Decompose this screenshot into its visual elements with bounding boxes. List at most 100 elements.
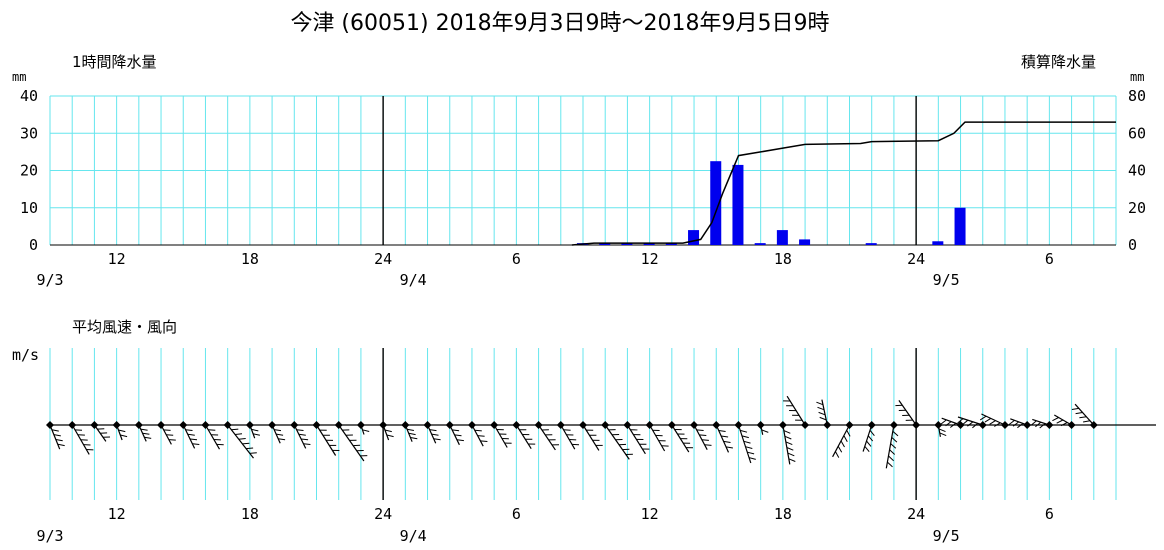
wind-barb bbox=[1008, 418, 1032, 429]
wind-station-marker bbox=[334, 421, 343, 429]
rain-ytick: 0 bbox=[29, 236, 38, 254]
wind-barb bbox=[401, 421, 418, 442]
wind-barb-feather bbox=[745, 446, 753, 449]
wind-barb-shaft bbox=[885, 424, 895, 469]
rain-bar bbox=[710, 161, 722, 245]
wind-barb bbox=[157, 421, 176, 445]
wind-barb-shaft bbox=[821, 399, 828, 426]
wind-barb-feather bbox=[246, 447, 254, 450]
wind-barb-feather bbox=[837, 445, 843, 453]
wind-station-marker bbox=[245, 421, 254, 429]
wind-barb bbox=[1071, 403, 1098, 429]
wind-station-marker bbox=[467, 421, 476, 429]
wind-station-marker bbox=[1000, 421, 1009, 429]
wind-barb-feather bbox=[278, 438, 286, 441]
wind-barb-feather bbox=[699, 434, 707, 436]
wind-barb bbox=[885, 421, 899, 469]
wind-barb-feather bbox=[57, 443, 65, 447]
wind-barb-feather bbox=[384, 429, 392, 433]
rain-bars bbox=[571, 121, 1116, 246]
wind-barb bbox=[783, 395, 810, 429]
rain-xtick: 6 bbox=[1045, 250, 1054, 268]
wind-station-marker bbox=[1067, 421, 1076, 429]
wind-barb-feather bbox=[120, 434, 128, 438]
wind-barb-feather bbox=[817, 406, 825, 411]
rain-xtick: 24 bbox=[374, 250, 392, 268]
wind-barbs bbox=[46, 395, 1098, 469]
wind-barb bbox=[579, 421, 603, 451]
wind-barb-feather bbox=[938, 428, 946, 433]
wind-barb-feather bbox=[1075, 412, 1083, 415]
wind-barb bbox=[556, 421, 580, 450]
wind-barb-feather bbox=[994, 422, 1001, 427]
wind-barb-feather bbox=[701, 439, 709, 441]
wind-barb bbox=[356, 421, 370, 435]
wind-station-marker bbox=[756, 421, 765, 429]
wind-barb-feather bbox=[303, 443, 311, 445]
wind-barb bbox=[490, 421, 512, 448]
wind-barb-feather bbox=[454, 434, 462, 437]
wind-barb-feather bbox=[1060, 422, 1068, 427]
wind-station-marker bbox=[534, 421, 543, 429]
rain-bar bbox=[732, 164, 744, 245]
wind-station-marker bbox=[845, 421, 854, 429]
wind-barb-feather bbox=[251, 428, 259, 432]
wind-barb-feather bbox=[866, 440, 872, 447]
wind-barb-feather bbox=[235, 433, 243, 435]
wind-barb-feather bbox=[840, 440, 845, 448]
wind-panel: 平均風速・風向 m/s 12 18 24 6 12 18 24 6 9/3 9/4 9/5 bbox=[12, 318, 1156, 545]
rain-ytick: 40 bbox=[20, 87, 38, 105]
rain-ytick: 20 bbox=[20, 162, 38, 180]
wind-barb bbox=[667, 421, 694, 453]
rain-date: 9/3 bbox=[36, 271, 63, 289]
wind-barb-shaft bbox=[862, 424, 873, 452]
wind-barb-feather bbox=[869, 429, 875, 437]
wind-barb-feather bbox=[939, 432, 947, 437]
wind-barb-shaft bbox=[582, 424, 600, 451]
wind-barb bbox=[334, 421, 368, 462]
wind-barb-feather bbox=[480, 440, 488, 442]
wind-station-marker bbox=[690, 421, 699, 429]
wind-station-marker bbox=[956, 421, 965, 429]
wind-barb-feather bbox=[890, 443, 897, 449]
wind-barb-feather bbox=[301, 438, 309, 441]
wind-barb-shaft bbox=[981, 413, 1006, 426]
wind-barb-shaft bbox=[898, 400, 917, 426]
wind-ticks: 12 18 24 6 12 18 24 6 9/3 9/4 9/5 bbox=[36, 505, 1053, 545]
wind-barb-shaft bbox=[604, 424, 630, 460]
rain-xtick: 18 bbox=[241, 250, 259, 268]
wind-station-marker bbox=[268, 421, 277, 429]
wind-barb-feather bbox=[431, 433, 439, 436]
wind-barb bbox=[534, 421, 560, 451]
wind-station-marker bbox=[157, 421, 166, 429]
wind-barb-feather bbox=[192, 443, 200, 445]
rain-bar bbox=[799, 239, 811, 245]
wind-unit: m/s bbox=[12, 346, 39, 364]
wind-barb bbox=[379, 421, 394, 441]
wind-station-marker bbox=[912, 421, 921, 429]
wind-station-marker bbox=[401, 421, 410, 429]
wind-barb-feather bbox=[721, 435, 729, 438]
wind-barb-feather bbox=[864, 445, 870, 453]
wind-barb bbox=[895, 400, 921, 429]
wind-barb-feather bbox=[740, 429, 748, 433]
wind-barb-feather bbox=[249, 452, 257, 454]
wind-station-marker bbox=[579, 421, 587, 429]
wind-barb bbox=[623, 421, 650, 455]
wind-barb-feather bbox=[1079, 416, 1087, 419]
wind-barb-feather bbox=[888, 455, 894, 462]
wind-barb bbox=[957, 416, 987, 429]
wind-barb bbox=[179, 421, 200, 449]
wind-barb-feather bbox=[1017, 423, 1024, 429]
wind-barb-feather bbox=[787, 452, 795, 457]
wind-barb-feather bbox=[892, 430, 899, 437]
wind-station-marker bbox=[1089, 421, 1098, 429]
wind-barb bbox=[423, 421, 441, 444]
wind-barb-feather bbox=[166, 434, 174, 436]
wind-barb-feather bbox=[725, 446, 733, 449]
wind-barb-feather bbox=[231, 428, 239, 431]
wind-barb-shaft bbox=[538, 424, 556, 451]
wind-barb-feather bbox=[784, 435, 792, 440]
rain-y2tick: 20 bbox=[1128, 199, 1146, 217]
